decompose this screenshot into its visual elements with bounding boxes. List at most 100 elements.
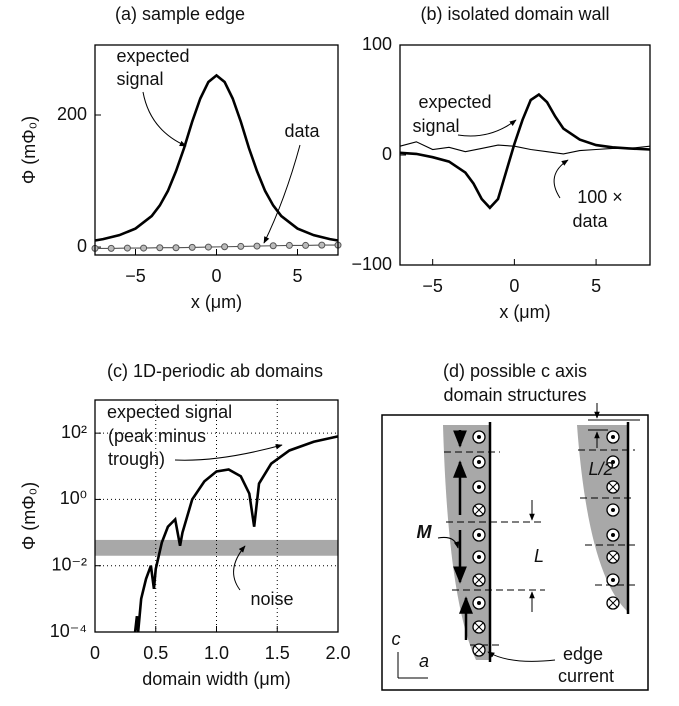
plot-frame — [94, 399, 339, 633]
y-tick-label: 10⁰ — [60, 488, 87, 508]
y-tick-label: 10² — [61, 422, 87, 442]
x-tick-label: 1.5 — [265, 643, 290, 663]
annotation: expected — [116, 46, 189, 66]
label-a: a — [419, 651, 429, 671]
diagram-title: domain structures — [443, 385, 586, 405]
data-point — [269, 242, 277, 250]
current-cross — [474, 622, 484, 632]
series-line — [94, 73, 339, 242]
plot-frame — [94, 44, 339, 256]
data-point — [302, 241, 310, 249]
y-tick-label: 200 — [57, 104, 87, 124]
x-tick-label: 0 — [211, 266, 221, 286]
label-l: L — [534, 546, 544, 566]
annotation: expected — [418, 92, 491, 112]
x-tick-label: 2.0 — [325, 643, 350, 663]
data-point — [188, 243, 196, 251]
current-cross — [608, 552, 618, 562]
current-dot — [611, 460, 615, 464]
diagram-panel: (d) possible c axis domain structures M … — [381, 361, 649, 691]
x-tick-label: 0 — [509, 276, 519, 296]
x-tick-label: 1.0 — [204, 643, 229, 663]
x-axis-label: x (μm) — [191, 292, 242, 312]
series-line — [399, 141, 651, 155]
annotation-arrow — [553, 159, 569, 199]
current-dot — [611, 508, 615, 512]
diagram-frame — [381, 414, 649, 691]
current-symbols — [472, 430, 620, 657]
data-point — [318, 241, 326, 249]
data-point — [172, 244, 180, 252]
current-dot — [477, 435, 481, 439]
annotation: 100 × — [577, 187, 623, 207]
label-c: c — [392, 629, 401, 649]
annotation: trough) — [108, 449, 165, 469]
chart-title: (a) sample edge — [115, 4, 245, 24]
annotation: data — [284, 121, 320, 141]
data-point — [285, 241, 293, 249]
current-cross — [474, 505, 484, 515]
chart-title: (b) isolated domain wall — [420, 4, 609, 24]
series-line — [399, 92, 651, 210]
annotation: signal — [116, 69, 163, 89]
data-point — [107, 244, 115, 252]
data-point — [140, 244, 148, 252]
current-dot — [477, 601, 481, 605]
data-point — [204, 243, 212, 251]
data-point — [221, 243, 229, 251]
current-dot — [611, 533, 615, 537]
current-cross — [608, 482, 618, 492]
y-tick-label: 10⁻⁴ — [50, 621, 87, 641]
domain — [577, 425, 628, 612]
label-arrow — [437, 537, 460, 549]
current-dot — [477, 555, 481, 559]
x-axis-label: x (μm) — [499, 302, 550, 322]
label-l2: L/2 — [588, 459, 613, 479]
chart-title: (c) 1D-periodic ab domains — [107, 361, 323, 381]
series-line — [133, 435, 339, 633]
current-dot — [611, 435, 615, 439]
label-arrow — [487, 651, 556, 662]
x-tick-label: 5 — [591, 276, 601, 296]
current-dot — [477, 460, 481, 464]
y-tick-label: 10⁻² — [51, 554, 87, 574]
x-tick-label: −5 — [422, 276, 443, 296]
annotation-arrow — [174, 443, 283, 461]
data-point — [253, 242, 261, 250]
magnetization-arrows — [453, 430, 473, 640]
annotation: expected signal — [107, 402, 232, 422]
x-tick-label: −5 — [125, 266, 146, 286]
x-tick-label: 5 — [292, 266, 302, 286]
current-cross — [474, 645, 484, 655]
y-axis-label: Φ (mΦ₀) — [19, 116, 39, 184]
x-tick-label: 0.5 — [143, 643, 168, 663]
data-point — [237, 242, 245, 250]
noise-band — [95, 539, 338, 556]
current-dot — [477, 485, 481, 489]
y-tick-label: 0 — [77, 236, 87, 256]
annotation-arrow — [457, 119, 517, 137]
label-edge: edge — [563, 644, 603, 664]
x-axis-label: domain width (μm) — [142, 669, 290, 689]
diagram-title: (d) possible c axis — [443, 361, 587, 381]
label-current: current — [558, 666, 614, 686]
domain-boundaries — [444, 449, 635, 646]
data-point — [156, 244, 164, 252]
y-tick-label: 100 — [362, 34, 392, 54]
annotation: noise — [250, 589, 293, 609]
current-dot — [477, 533, 481, 537]
annotation: data — [572, 211, 608, 231]
current-dot — [611, 578, 615, 582]
current-cross — [474, 575, 484, 585]
annotation-arrow — [263, 144, 301, 244]
plot-frame — [399, 44, 651, 266]
current-cross — [608, 598, 618, 608]
annotation-arrow — [233, 545, 246, 591]
x-tick-label: 0 — [90, 643, 100, 663]
annotation-arrow — [142, 91, 187, 147]
series-line — [95, 244, 338, 249]
annotation: signal — [412, 116, 459, 136]
data-point — [123, 244, 131, 252]
y-tick-label: 0 — [382, 144, 392, 164]
